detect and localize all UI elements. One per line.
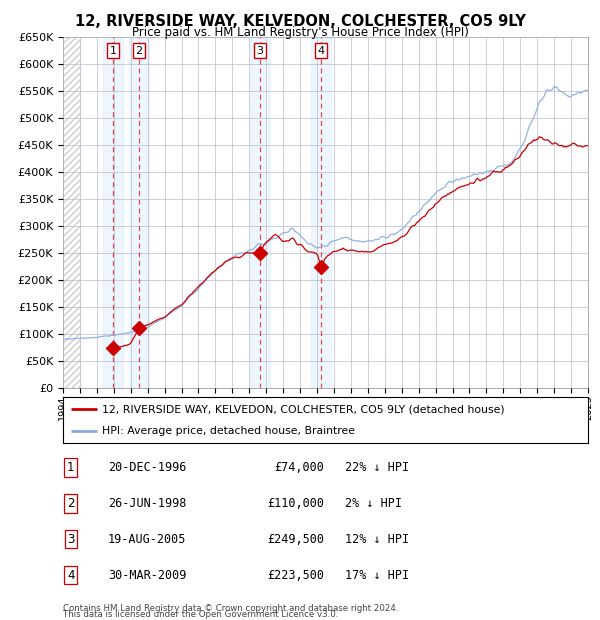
Text: 30-MAR-2009: 30-MAR-2009 [108,569,186,582]
Text: This data is licensed under the Open Government Licence v3.0.: This data is licensed under the Open Gov… [63,610,338,619]
Text: £223,500: £223,500 [267,569,324,582]
Text: 17% ↓ HPI: 17% ↓ HPI [345,569,409,582]
Text: 4: 4 [67,569,74,582]
Text: 2: 2 [136,46,142,56]
Text: £110,000: £110,000 [267,497,324,510]
Text: 12, RIVERSIDE WAY, KELVEDON, COLCHESTER, CO5 9LY: 12, RIVERSIDE WAY, KELVEDON, COLCHESTER,… [74,14,526,29]
Bar [129,37,149,387]
Bar [63,37,80,387]
Text: 2% ↓ HPI: 2% ↓ HPI [345,497,402,510]
Text: 19-AUG-2005: 19-AUG-2005 [108,533,186,546]
Bar [250,37,270,387]
Text: £249,500: £249,500 [267,533,324,546]
Text: 1: 1 [110,46,116,56]
Text: HPI: Average price, detached house, Braintree: HPI: Average price, detached house, Brai… [103,426,355,436]
Text: 4: 4 [317,46,325,56]
Text: 1: 1 [67,461,74,474]
Text: 20-DEC-1996: 20-DEC-1996 [108,461,186,474]
Text: £74,000: £74,000 [274,461,324,474]
Text: Contains HM Land Registry data © Crown copyright and database right 2024.: Contains HM Land Registry data © Crown c… [63,603,398,613]
Bar [103,37,123,387]
Text: 3: 3 [67,533,74,546]
Text: 12, RIVERSIDE WAY, KELVEDON, COLCHESTER, CO5 9LY (detached house): 12, RIVERSIDE WAY, KELVEDON, COLCHESTER,… [103,404,505,414]
Bar [311,37,331,387]
Text: Price paid vs. HM Land Registry's House Price Index (HPI): Price paid vs. HM Land Registry's House … [131,26,469,39]
Text: 2: 2 [67,497,74,510]
Text: 12% ↓ HPI: 12% ↓ HPI [345,533,409,546]
Text: 3: 3 [256,46,263,56]
Text: 22% ↓ HPI: 22% ↓ HPI [345,461,409,474]
Text: 26-JUN-1998: 26-JUN-1998 [108,497,186,510]
